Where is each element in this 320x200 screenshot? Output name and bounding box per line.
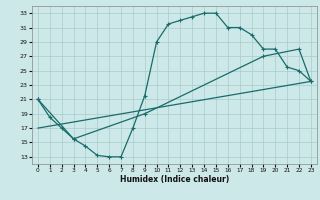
X-axis label: Humidex (Indice chaleur): Humidex (Indice chaleur)	[120, 175, 229, 184]
